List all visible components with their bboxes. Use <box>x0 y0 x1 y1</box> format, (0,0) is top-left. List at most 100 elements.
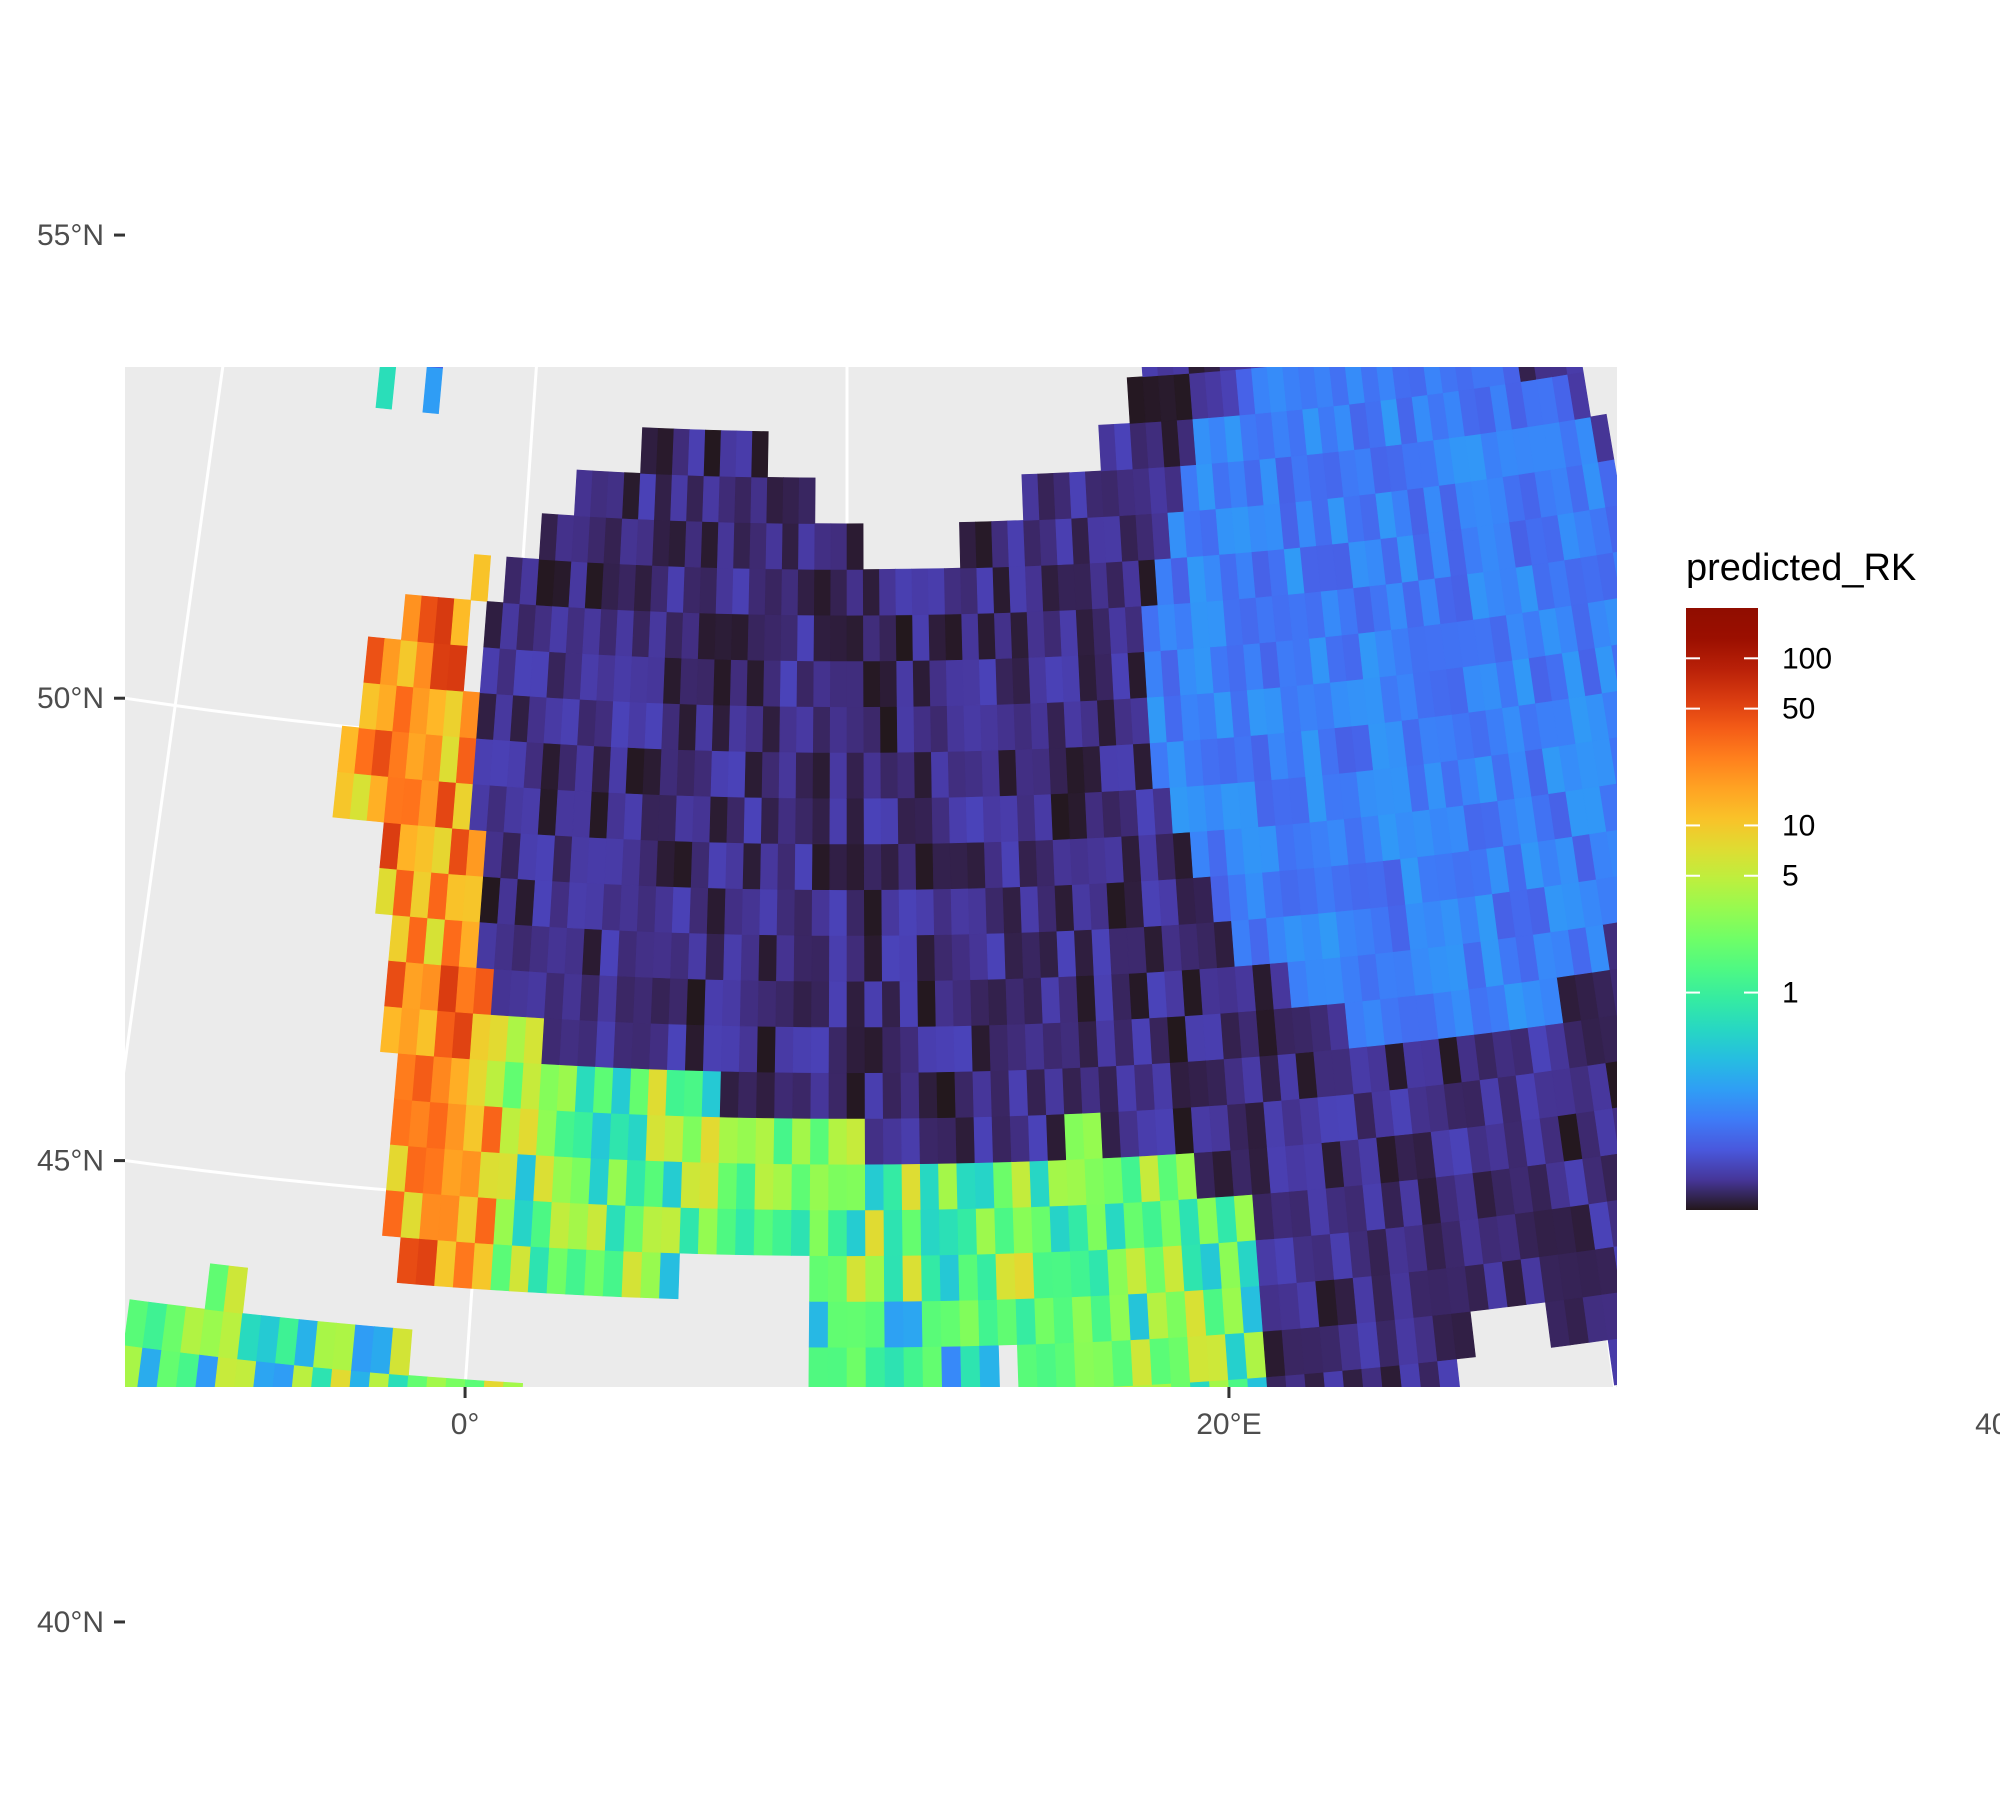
raster-cell <box>719 430 738 477</box>
raster-cell <box>401 273 421 320</box>
raster-cell <box>1348 126 1368 173</box>
raster-cell <box>735 1162 756 1210</box>
raster-cell <box>652 519 671 567</box>
raster-cell <box>327 1598 351 1645</box>
raster-cell <box>1423 24 1444 71</box>
raster-cell <box>947 1666 968 1712</box>
raster-cell <box>881 934 901 982</box>
raster-cell <box>1067 1663 1089 1710</box>
raster-cell <box>1228 0 1247 2</box>
raster-cell <box>881 889 900 936</box>
raster-cell <box>1213 278 1232 325</box>
raster-cell <box>661 702 681 750</box>
raster-cell <box>463 1655 486 1702</box>
raster-cell <box>151 1718 177 1766</box>
raster-cell <box>1113 423 1134 471</box>
raster-cell <box>1801 1445 1828 1493</box>
raster-cell <box>766 476 784 524</box>
raster-cell <box>311 1551 335 1598</box>
raster-cell <box>629 1067 650 1116</box>
raster-cell <box>1422 117 1443 164</box>
raster-cell <box>772 1209 793 1256</box>
raster-cell <box>526 970 548 1019</box>
raster-cell <box>1538 284 1561 332</box>
raster-cell <box>963 1483 984 1529</box>
raster-cell <box>1673 1513 1699 1561</box>
raster-cell <box>546 1247 569 1295</box>
raster-cell <box>396 1742 420 1789</box>
raster-cell <box>968 1712 989 1758</box>
raster-cell <box>1109 1293 1132 1342</box>
raster-cell <box>565 606 586 654</box>
raster-cell <box>748 568 767 615</box>
raster-cell <box>743 796 763 844</box>
raster-cell <box>448 1057 471 1105</box>
raster-cell <box>686 474 705 522</box>
raster-cell <box>335 1507 359 1554</box>
raster-cell <box>1304 0 1324 40</box>
raster-cell <box>1123 880 1145 929</box>
raster-cell <box>1008 1069 1029 1117</box>
raster-cell <box>1719 1690 1746 1738</box>
raster-cell <box>1431 300 1453 347</box>
raster-cell <box>1138 558 1159 607</box>
raster-cell <box>1146 970 1168 1019</box>
raster-cell <box>1316 1509 1340 1556</box>
raster-cell <box>1149 1016 1171 1065</box>
raster-cell <box>1366 32 1386 79</box>
raster-cell <box>946 1575 967 1621</box>
raster-cell <box>1071 517 1091 565</box>
raster-cell <box>1794 1771 1822 1800</box>
raster-cell <box>798 477 816 524</box>
raster-cell <box>410 1559 433 1606</box>
raster-cell <box>1416 302 1437 349</box>
raster-cell <box>1132 742 1154 791</box>
raster-cell <box>1666 1467 1692 1515</box>
raster-cell <box>1775 1078 1801 1126</box>
raster-cell <box>1011 657 1031 705</box>
raster-cell <box>655 427 675 475</box>
raster-cell <box>515 1475 537 1522</box>
raster-cell <box>1631 871 1656 919</box>
raster-cell <box>470 554 492 602</box>
raster-cell <box>710 750 730 798</box>
raster-cell <box>1111 973 1133 1021</box>
raster-cell <box>1112 1752 1135 1799</box>
raster-cell <box>1724 1458 1751 1506</box>
raster-cell <box>1507 289 1529 337</box>
raster-cell <box>645 1114 667 1162</box>
raster-cell <box>75 1662 101 1710</box>
raster-cell <box>1374 215 1395 262</box>
raster-cell <box>390 1558 413 1605</box>
raster-cell <box>659 748 679 796</box>
raster-cell <box>1164 237 1183 284</box>
raster-cell <box>222 1634 247 1682</box>
raster-cell <box>1032 1251 1054 1299</box>
raster-cell <box>1264 1605 1287 1652</box>
raster-cell <box>256 1500 280 1548</box>
raster-cell <box>1145 1613 1168 1660</box>
raster-cell <box>702 475 721 523</box>
legend-tick-label: 1 <box>1782 977 1799 1010</box>
raster-cell <box>1828 1487 1856 1536</box>
raster-cell <box>668 520 687 568</box>
raster-cell <box>1288 1649 1312 1696</box>
raster-cell <box>559 1018 581 1067</box>
raster-cell <box>964 750 984 798</box>
raster-cell <box>551 1523 573 1570</box>
raster-cell <box>792 1072 812 1119</box>
raster-cell <box>1679 1558 1706 1606</box>
raster-cell <box>760 842 779 890</box>
raster-cell <box>943 1438 963 1484</box>
raster-cell <box>1360 0 1380 34</box>
raster-cell <box>1197 96 1216 143</box>
raster-cell <box>906 1575 926 1621</box>
raster-cell <box>1014 1252 1035 1300</box>
raster-cell <box>1136 1109 1159 1157</box>
raster-cell <box>1258 1514 1281 1561</box>
raster-cell <box>173 1536 198 1584</box>
raster-cell <box>951 933 971 981</box>
raster-cell <box>285 1411 309 1459</box>
raster-cell <box>613 1021 634 1069</box>
raster-cell <box>1607 1614 1633 1662</box>
